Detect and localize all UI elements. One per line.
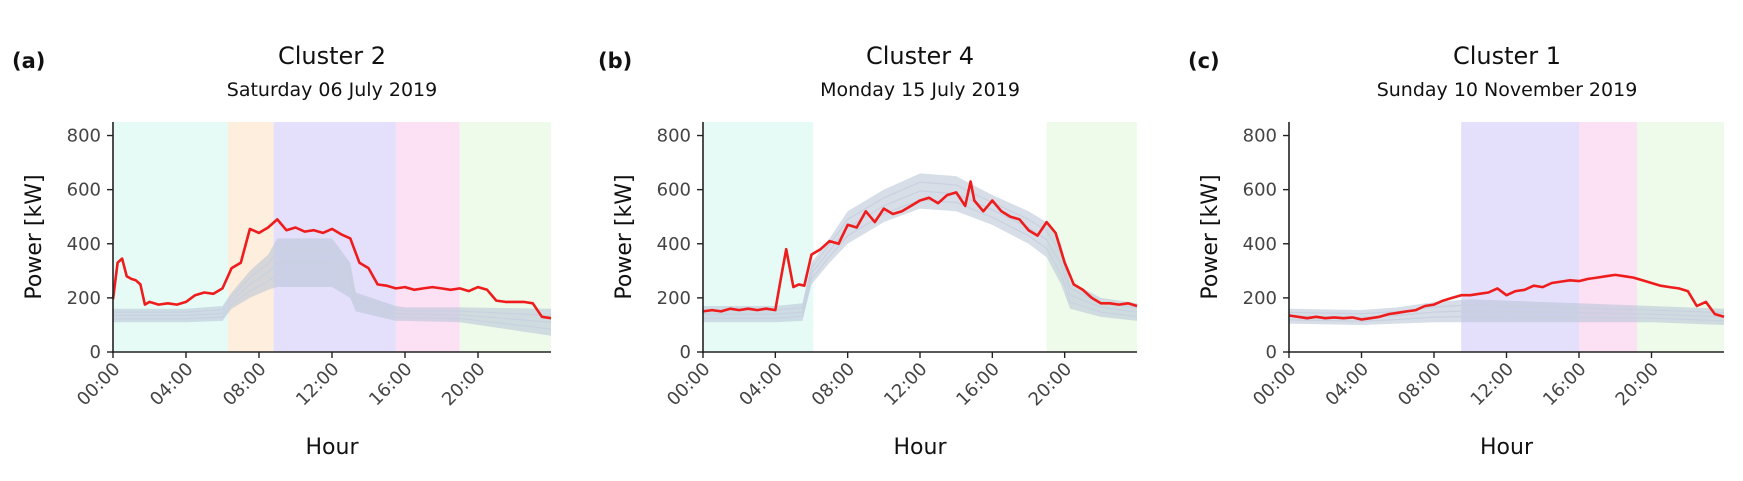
time-band: [227, 122, 274, 352]
y-tick-label: 800: [1243, 126, 1277, 147]
y-tick-label: 400: [1243, 234, 1277, 255]
chart-subtitle: Saturday 06 July 2019: [227, 79, 437, 101]
background-day-trace: [1288, 315, 1725, 322]
y-tick-label: 0: [680, 342, 691, 363]
background-day-trace: [1288, 310, 1725, 319]
time-band: [273, 122, 396, 352]
chart-title: Cluster 2: [278, 42, 386, 70]
panel-label: (a): [12, 49, 45, 73]
background-day-trace: [113, 262, 552, 323]
highlighted-day-line: [702, 180, 1138, 313]
y-tick-label: 600: [67, 180, 101, 201]
x-axis-label: Hour: [894, 435, 948, 460]
x-axis-label: Hour: [1480, 435, 1534, 460]
chart-title: Cluster 1: [1453, 42, 1561, 70]
chart-title: Cluster 4: [866, 42, 974, 70]
background-day-trace: [703, 199, 1138, 319]
background-day-trace: [113, 249, 552, 317]
panel-label: (b): [598, 49, 632, 73]
background-days-envelope: [703, 173, 1137, 323]
highlighted-day-line: [111, 218, 552, 320]
y-tick-label: 0: [90, 342, 101, 363]
background-day-trace: [703, 181, 1138, 311]
panel-label: (c): [1188, 49, 1220, 73]
y-axis-label: Power [kW]: [1198, 174, 1223, 299]
y-tick-label: 400: [67, 234, 101, 255]
y-axis-label: Power [kW]: [22, 174, 47, 299]
y-tick-label: 200: [1243, 288, 1277, 309]
y-tick-label: 600: [1243, 180, 1277, 201]
y-tick-label: 0: [1266, 342, 1277, 363]
highlighted-day-line: [1288, 273, 1725, 321]
background-day-trace: [1288, 304, 1725, 315]
y-tick-label: 200: [657, 288, 691, 309]
y-tick-label: 200: [67, 288, 101, 309]
background-day-trace: [113, 274, 552, 330]
x-axis-label: Hour: [306, 435, 360, 460]
y-tick-label: 600: [657, 180, 691, 201]
y-tick-label: 800: [657, 126, 691, 147]
chart-subtitle: Sunday 10 November 2019: [1377, 79, 1638, 101]
y-axis-label: Power [kW]: [612, 174, 637, 299]
background-day-trace: [703, 190, 1138, 315]
chart-subtitle: Monday 15 July 2019: [820, 79, 1020, 101]
y-tick-label: 800: [67, 126, 101, 147]
background-days-envelope: [1289, 299, 1724, 325]
y-tick-label: 400: [657, 234, 691, 255]
